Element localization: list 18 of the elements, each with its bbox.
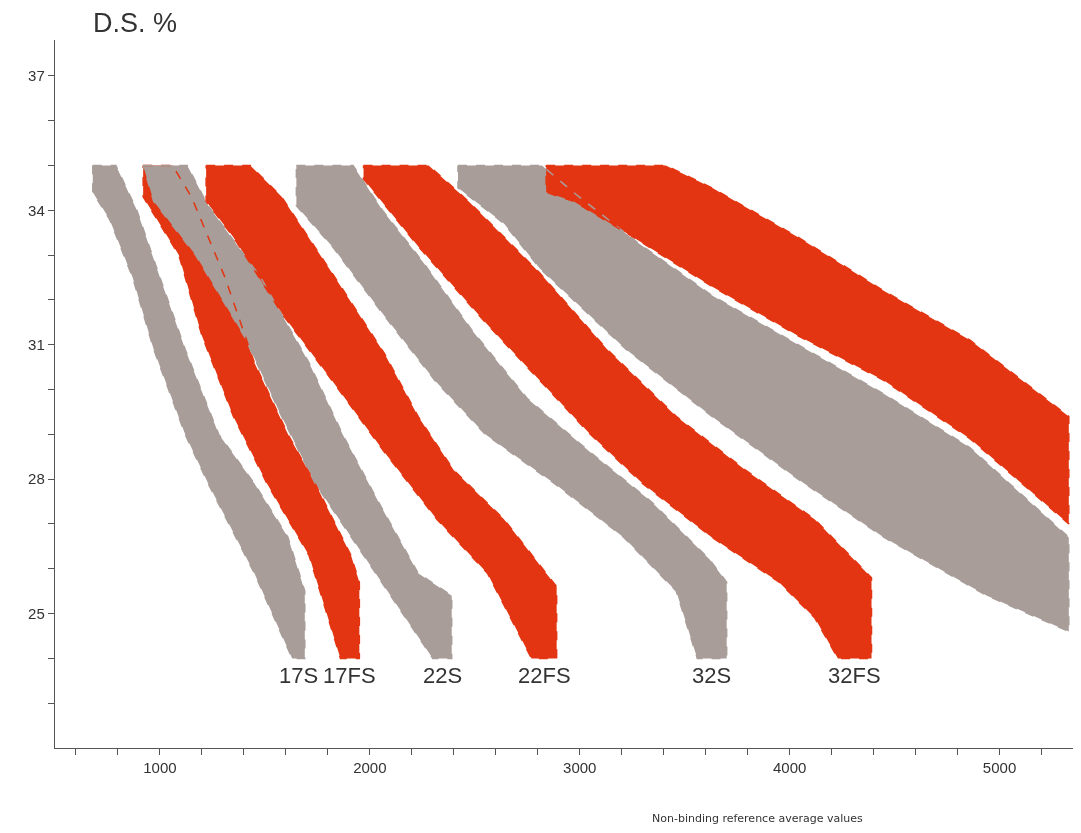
- x-tick-label: 4000: [772, 759, 807, 777]
- y-axis-title: D.S. %: [93, 8, 178, 38]
- x-axis-title: Non-binding reference average values: [652, 812, 863, 825]
- series-label: 22S: [423, 663, 463, 688]
- series-label: 32FS: [828, 663, 881, 688]
- y-tick-label: 25: [28, 604, 45, 622]
- x-tick-label: 2000: [353, 759, 387, 777]
- y-tick-label: 37: [28, 67, 45, 85]
- series-label: 32S: [692, 663, 732, 688]
- series-label: 17FS: [323, 663, 376, 688]
- y-tick-label: 28: [28, 470, 45, 488]
- y-tick-label: 34: [28, 201, 45, 219]
- x-tick-label: 1000: [143, 759, 177, 777]
- x-tick-label: 5000: [982, 759, 1017, 777]
- series-label: 22FS: [518, 663, 571, 688]
- series-label: 17S: [279, 663, 319, 688]
- x-tick-label: 3000: [563, 759, 597, 777]
- y-tick-label: 31: [28, 335, 45, 353]
